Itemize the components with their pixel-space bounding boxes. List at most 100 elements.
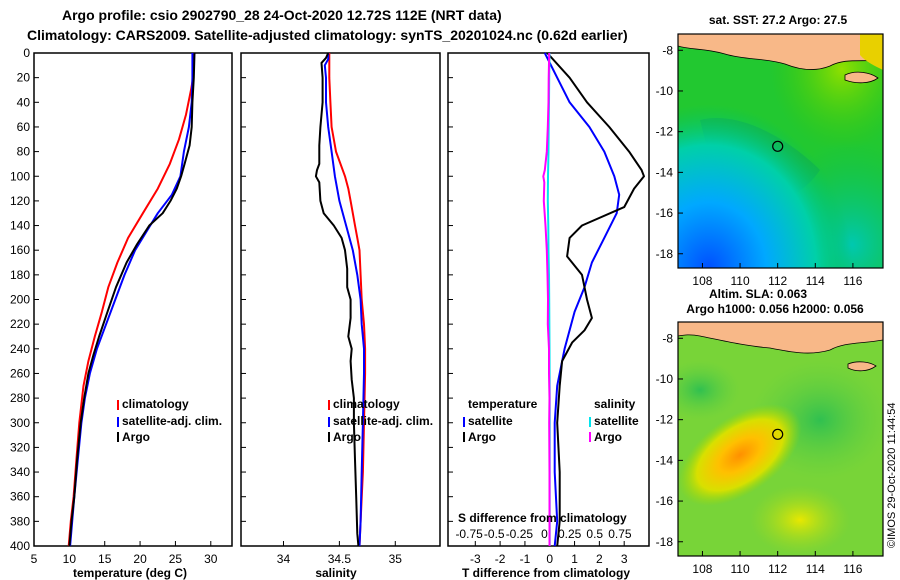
salinity-legend: climatology satellite-adj. clim. Argo — [328, 397, 433, 444]
legend-label-t-argo: Argo — [468, 430, 496, 444]
depth-tick-label: 120 — [10, 194, 30, 208]
temperature-legend: climatology satellite-adj. clim. Argo — [117, 397, 222, 444]
series-s-argo — [542, 52, 551, 546]
sst-lon-tick-label: 110 — [730, 274, 749, 288]
sal-plot-frame-full — [240, 52, 441, 547]
s-diff-tick-label: 0.25 — [558, 527, 582, 541]
series-argo — [314, 52, 360, 547]
legend-title-salinity: salinity — [594, 397, 636, 411]
diff-xtick-label: 0 — [546, 552, 553, 566]
legend-label-s-argo: Argo — [594, 430, 622, 444]
depth-tick-label: 180 — [10, 268, 30, 282]
t-difference-axis-title: T difference from climatology — [462, 566, 630, 580]
sal-xtick-label: 34 — [277, 552, 291, 566]
sla-lon-tick-label: 116 — [843, 562, 862, 576]
legend-label-s-satellite: satellite — [594, 414, 639, 428]
sst-map-title: sat. SST: 27.2 Argo: 27.5 — [709, 13, 848, 27]
depth-tick-label: 240 — [10, 342, 30, 356]
sst-lat-tick-label: -18 — [656, 247, 674, 261]
s-difference-axis-title: S difference from climatology — [458, 511, 627, 525]
sst-map-frame — [677, 33, 884, 269]
argo-location-marker — [772, 428, 784, 440]
depth-tick-label: 80 — [17, 145, 31, 159]
sla-lat-tick-label: -12 — [656, 413, 674, 427]
depth-tick-label: 60 — [17, 120, 31, 134]
depth-tick-label: 300 — [10, 416, 30, 430]
sal-xtick-label: 34.5 — [328, 552, 352, 566]
sst-lat-tick-label: -10 — [656, 84, 674, 98]
legend-label-climatology: climatology — [333, 397, 400, 411]
depth-tick-label: 40 — [17, 95, 31, 109]
sst-lon-tick-label: 114 — [806, 274, 825, 288]
series-t-satellite — [543, 52, 621, 547]
sla-lat-tick-label: -16 — [656, 494, 674, 508]
temp-xtick-label: 5 — [31, 552, 38, 566]
s-diff-tick-label: -0.5 — [484, 527, 505, 541]
legend-label-satellite: satellite-adj. clim. — [333, 414, 433, 428]
sst-map — [678, 34, 883, 268]
temp-xtick-label: 30 — [204, 552, 218, 566]
sla-map-title: Altim. SLA: 0.063 — [709, 287, 807, 301]
temperature-axis-title: temperature (deg C) — [73, 566, 187, 580]
legend-label-climatology: climatology — [122, 397, 189, 411]
sla-lat-tick-label: -18 — [656, 535, 674, 549]
depth-tick-label: 400 — [10, 539, 30, 553]
sla-lon-tick-label: 110 — [730, 562, 749, 576]
series-satellite-adj-clim- — [323, 53, 365, 547]
imos-credit: ©IMOS 29-Oct-2020 11:44:54 — [886, 403, 898, 548]
sla-lat-tick-label: -14 — [656, 453, 674, 467]
salinity-axis-title: salinity — [315, 566, 357, 580]
diff-xtick-label: -1 — [520, 552, 531, 566]
diff-xtick-label: 1 — [571, 552, 578, 566]
depth-tick-label: 100 — [10, 169, 30, 183]
sst-lon-tick-label: 116 — [843, 274, 862, 288]
depth-tick-label: 280 — [10, 391, 30, 405]
diff-xtick-label: -3 — [470, 552, 481, 566]
difference-legend: temperature satellite Argo salinity sate… — [458, 397, 639, 525]
diff-xtick-label: 2 — [596, 552, 603, 566]
depth-tick-label: 260 — [10, 366, 30, 380]
depth-tick-label: 220 — [10, 317, 30, 331]
legend-label-argo: Argo — [122, 430, 150, 444]
depth-tick-label: 320 — [10, 440, 30, 454]
depth-tick-label: 340 — [10, 465, 30, 479]
sst-lat-tick-label: -8 — [662, 43, 673, 57]
diff-xtick-label: -2 — [495, 552, 506, 566]
sst-lon-tick-label: 108 — [692, 274, 712, 288]
sla-map-frame — [677, 321, 884, 557]
s-diff-tick-label: -0.75 — [455, 527, 483, 541]
depth-tick-label: 380 — [10, 514, 30, 528]
legend-label-satellite: satellite-adj. clim. — [122, 414, 222, 428]
series-t-argo — [546, 52, 645, 547]
depth-tick-label: 0 — [23, 46, 30, 60]
legend-label-argo: Argo — [333, 430, 361, 444]
sla-lon-tick-label: 112 — [768, 562, 787, 576]
legend-title-temperature: temperature — [468, 397, 538, 411]
depth-tick-label: 140 — [10, 219, 30, 233]
s-diff-tick-label: 0 — [541, 527, 548, 541]
sla-lon-tick-label: 108 — [692, 562, 712, 576]
sla-lat-tick-label: -8 — [662, 331, 673, 345]
s-diff-tick-label: -0.25 — [506, 527, 534, 541]
temp-xtick-label: 10 — [63, 552, 77, 566]
sst-lat-tick-label: -14 — [656, 165, 674, 179]
argo-location-marker — [772, 140, 784, 152]
depth-tick-label: 20 — [17, 71, 31, 85]
series-satellite-adj-clim- — [69, 53, 194, 547]
s-diff-tick-label: 0.5 — [586, 527, 603, 541]
s-diff-tick-label: 0.75 — [608, 527, 632, 541]
temp-xtick-label: 15 — [98, 552, 112, 566]
sst-lat-tick-label: -16 — [656, 206, 674, 220]
legend-label-t-satellite: satellite — [468, 414, 513, 428]
sla-lon-tick-label: 114 — [806, 562, 825, 576]
temp-xtick-label: 25 — [169, 552, 183, 566]
temp-plot-frame-full — [33, 52, 233, 547]
series-climatology — [328, 53, 367, 547]
argo-height-title: Argo h1000: 0.056 h2000: 0.056 — [686, 302, 864, 316]
sst-lon-tick-label: 112 — [768, 274, 787, 288]
temp-xtick-label: 20 — [133, 552, 147, 566]
figure-title-line1: Argo profile: csio 2902790_28 24-Oct-202… — [62, 7, 502, 23]
figure-title-line2: Climatology: CARS2009. Satellite-adjuste… — [27, 27, 628, 43]
sal-xtick-label: 35 — [389, 552, 403, 566]
